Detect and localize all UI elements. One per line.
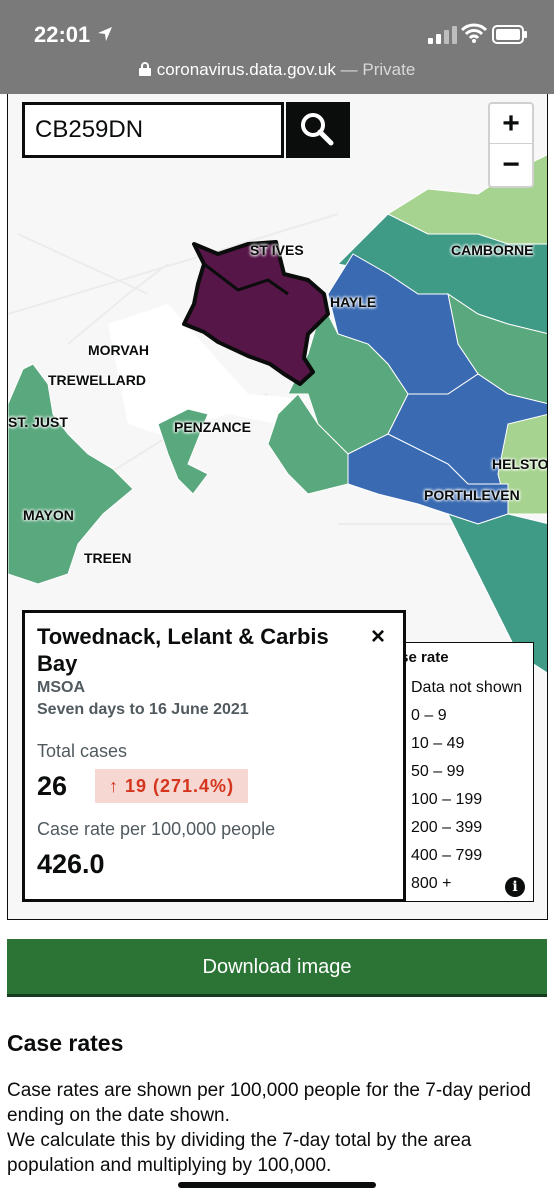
- case-rate-value: 426.0: [37, 849, 105, 879]
- map-land-mask: [108, 304, 308, 444]
- legend-label: 100 – 199: [411, 791, 483, 808]
- place-label-hayle: HAYLE: [330, 294, 377, 310]
- legend-label: Data not shown: [411, 679, 523, 696]
- url-separator: —: [335, 60, 363, 79]
- change-badge: ↑ 19 (271.4%): [95, 769, 249, 803]
- map-region-teal-penzance-coast: [157, 408, 209, 495]
- place-label-st-ives: ST IVES: [250, 242, 304, 258]
- legend-label: 0 – 9: [411, 707, 447, 724]
- browser-chrome: 22:01 coronavirus.data.gov.uk — Private: [0, 0, 554, 94]
- url-text: coronavirus.data.gov.uk: [156, 60, 336, 79]
- place-label-penzance: PENZANCE: [174, 419, 252, 435]
- zoom-out-button[interactable]: −: [502, 148, 520, 181]
- place-label-trewellard: TREWELLARD: [48, 372, 146, 388]
- legend-label: 400 – 799: [411, 847, 483, 864]
- close-icon[interactable]: ×: [371, 623, 386, 650]
- area-details-popup: Towednack, Lelant & Carbis Bay × MSOA Se…: [22, 610, 406, 902]
- map-region-teal-stjust: [8, 363, 134, 585]
- section-paragraph: We calculate this by dividing the 7-day …: [7, 1130, 472, 1176]
- postcode-search-input[interactable]: [22, 102, 284, 158]
- place-label-porthleven: PORTHLEVEN: [424, 487, 520, 503]
- info-icon[interactable]: i: [505, 877, 525, 897]
- address-bar[interactable]: coronavirus.data.gov.uk — Private: [0, 60, 554, 86]
- location-arrow-icon: [98, 27, 112, 41]
- map-region-green-helston: [497, 413, 547, 515]
- map-region-teal-southeast: [447, 513, 547, 674]
- lock-icon: [138, 62, 151, 76]
- wifi-icon: [461, 23, 487, 43]
- zoom-in-button[interactable]: +: [490, 104, 532, 144]
- place-label-camborne: CAMBORNE: [451, 242, 534, 258]
- download-image-button[interactable]: Download image: [7, 939, 547, 997]
- popup-area-type: MSOA: [37, 679, 85, 696]
- place-label-morvah: MORVAH: [88, 342, 149, 358]
- place-label-helston: HELSTO: [492, 456, 548, 472]
- popup-period: Seven days to 16 June 2021: [37, 701, 249, 718]
- case-rate-label: Case rate per 100,000 people: [37, 819, 276, 839]
- search-button[interactable]: [286, 102, 350, 158]
- place-label-st-just: ST. JUST: [8, 414, 68, 430]
- total-cases-label: Total cases: [37, 741, 128, 761]
- section-paragraph: Case rates are shown per 100,000 people …: [7, 1080, 531, 1126]
- legend-label: 800 +: [411, 875, 452, 892]
- map-panel[interactable]: + − ST IVES CAMBORNE HAYLE MORVAH TREWEL…: [7, 94, 548, 920]
- place-label-mayon: MAYON: [23, 507, 74, 523]
- status-time: 22:01: [34, 22, 91, 47]
- search-icon: [301, 113, 334, 146]
- total-cases-value: 26: [37, 771, 68, 801]
- legend-label: 50 – 99: [411, 763, 465, 780]
- popup-area-name: Towednack, Lelant & Carbis Bay: [37, 624, 329, 676]
- place-label-treen: TREEN: [84, 550, 132, 566]
- section-body: Case rates are shown per 100,000 people …: [7, 1078, 547, 1178]
- section-heading: Case rates: [7, 1030, 124, 1056]
- private-mode-label: Private: [362, 60, 416, 79]
- map-region-teal-penzance: [267, 393, 349, 495]
- legend-label: 200 – 399: [411, 819, 483, 836]
- legend-label: 10 – 49: [411, 735, 465, 752]
- cellular-signal-icon: [428, 26, 457, 44]
- zoom-controls: + −: [488, 102, 534, 188]
- battery-icon: [492, 25, 527, 44]
- home-indicator[interactable]: [178, 1182, 376, 1188]
- map-region-purple-boundary: [203, 262, 289, 296]
